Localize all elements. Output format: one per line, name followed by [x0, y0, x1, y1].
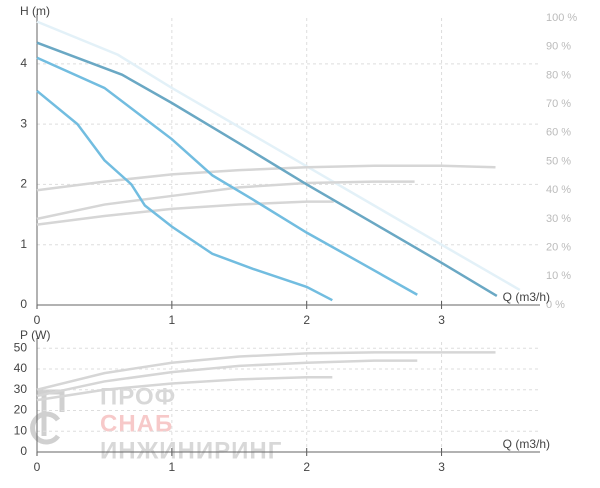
watermark: ПРОФ СНАБ ИНЖИНИРИНГ [30, 383, 282, 464]
x-tick-label: 1 [169, 313, 176, 327]
curve [36, 200, 334, 226]
y-axis-label: H (m) [20, 4, 50, 18]
y2-tick-label: 10 % [546, 270, 571, 282]
watermark-text: ИНЖИНИРИНГ [100, 437, 282, 464]
y2-tick-label: 0 % [546, 299, 565, 311]
y2-tick-label: 70 % [546, 98, 571, 110]
curve [36, 376, 333, 402]
x-tick-label: 2 [303, 460, 310, 474]
curve [36, 359, 418, 398]
curve [36, 164, 496, 192]
y2-tick-label: 60 % [546, 127, 571, 139]
y-tick-label: 0 [20, 444, 27, 458]
y-tick-label: 50 [14, 340, 28, 354]
y-tick-label: 4 [20, 56, 27, 70]
x-tick-label: 1 [169, 460, 176, 474]
y-tick-label: 30 [14, 382, 28, 396]
y-tick-label: 20 [14, 403, 28, 417]
y-tick-label: 40 [14, 361, 28, 375]
y2-tick-label: 80 % [546, 69, 571, 81]
y-tick-label: 3 [20, 116, 27, 130]
watermark-text: СНАБ [100, 410, 173, 437]
x-tick-label: 3 [438, 313, 445, 327]
y-axis-label: P (W) [20, 328, 50, 342]
curve [36, 180, 415, 221]
x-axis-label: Q (m3/h) [503, 437, 550, 451]
y2-tick-label: 40 % [546, 184, 571, 196]
y-tick-label: 1 [20, 237, 27, 251]
x-tick-label: 0 [34, 313, 41, 327]
curve [36, 41, 498, 298]
y-tick-label: 10 [14, 423, 28, 437]
curve [36, 56, 418, 296]
x-tick-label: 3 [438, 460, 445, 474]
y2-tick-label: 30 % [546, 213, 571, 225]
y2-tick-label: 50 % [546, 155, 571, 167]
y-tick-label: 2 [20, 177, 27, 191]
y2-tick-label: 90 % [546, 41, 571, 53]
y2-tick-label: 20 % [546, 242, 571, 254]
y2-tick-label: 100 % [546, 12, 577, 24]
x-axis-label: Q (m3/h) [503, 290, 550, 304]
curve [36, 20, 521, 292]
curve [36, 89, 333, 302]
x-tick-label: 2 [303, 313, 310, 327]
x-tick-label: 0 [34, 460, 41, 474]
y-tick-label: 0 [20, 297, 27, 311]
curve [36, 351, 496, 391]
